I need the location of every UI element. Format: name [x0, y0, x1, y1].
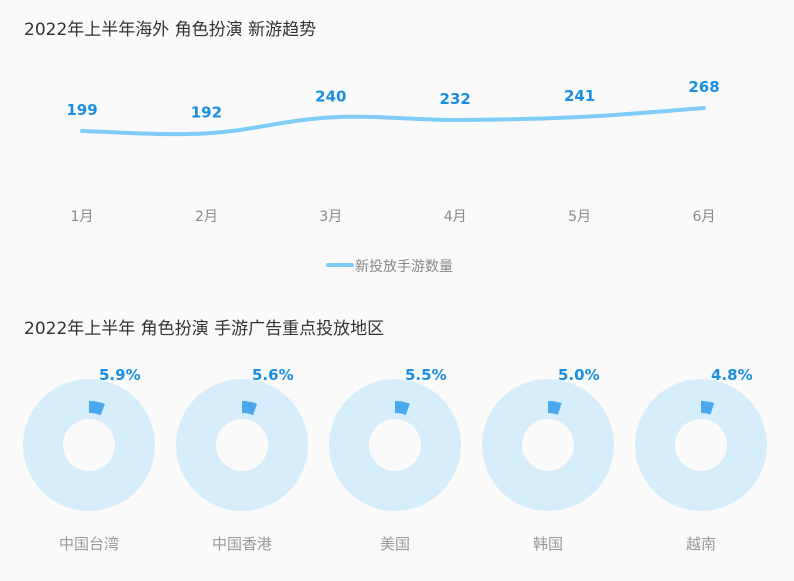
region-label: 越南	[686, 535, 716, 553]
donut-slice	[89, 401, 105, 416]
x-axis-tick-label: 6月	[693, 209, 716, 225]
slice-percent-label: 5.6%	[252, 366, 294, 384]
region-label: 中国台湾	[59, 535, 119, 553]
data-label: 241	[564, 87, 595, 105]
donut-chart: 5.0% 韩国	[482, 366, 614, 553]
trend-chart-title: 2022年上半年海外 角色扮演 新游趋势	[24, 20, 317, 40]
region-label: 美国	[380, 535, 410, 553]
x-axis-tick-label: 1月	[71, 209, 94, 225]
regions-donut-charts: 5.9% 中国台湾 5.6% 中国香港 5.5% 美国 5.0% 韩国 4.8% 越南	[23, 366, 767, 553]
donut-chart: 5.5% 美国	[329, 366, 461, 553]
donut-remainder	[176, 379, 308, 511]
x-axis-tick-label: 2月	[195, 209, 218, 225]
region-label: 韩国	[533, 535, 563, 553]
donut-slice	[242, 401, 258, 415]
donut-slice	[548, 401, 562, 415]
region-label: 中国香港	[212, 535, 272, 553]
data-label: 199	[66, 101, 97, 119]
data-label: 240	[315, 87, 346, 105]
slice-percent-label: 4.8%	[711, 366, 753, 384]
donut-remainder	[329, 379, 461, 511]
donut-slice	[701, 401, 715, 415]
legend-label[interactable]: 新投放手游数量	[355, 259, 453, 275]
regions-chart-title: 2022年上半年 角色扮演 手游广告重点投放地区	[24, 319, 385, 339]
donut-remainder	[635, 379, 767, 511]
donut-remainder	[23, 379, 155, 511]
donut-chart: 5.9% 中国台湾	[23, 366, 155, 553]
slice-percent-label: 5.5%	[405, 366, 447, 384]
data-label: 268	[688, 78, 719, 96]
donut-chart: 4.8% 越南	[635, 366, 767, 553]
slice-percent-label: 5.9%	[99, 366, 141, 384]
donut-chart: 5.6% 中国香港	[176, 366, 308, 553]
x-axis-tick-label: 3月	[319, 209, 342, 225]
data-label: 232	[440, 90, 471, 108]
x-axis-tick-label: 5月	[568, 209, 591, 225]
data-label: 192	[191, 103, 222, 121]
donut-remainder	[482, 379, 614, 511]
series-line-new-games	[80, 106, 706, 137]
slice-percent-label: 5.0%	[558, 366, 600, 384]
x-axis-tick-label: 4月	[444, 209, 467, 225]
donut-slice	[395, 401, 410, 415]
